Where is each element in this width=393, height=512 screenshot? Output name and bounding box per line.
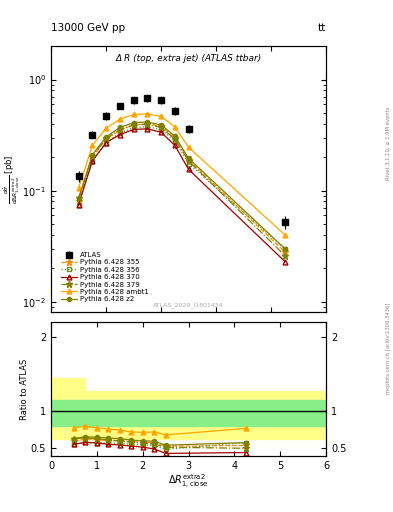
Pythia 6.428 370 [173, 142, 177, 148]
Line: Pythia 6.428 379: Pythia 6.428 379 [75, 121, 288, 259]
Pythia 6.428 z2 [76, 196, 81, 202]
Pythia 6.428 379 [118, 126, 122, 133]
Pythia 6.428 355 [90, 154, 95, 160]
X-axis label: $\Delta R_{1,\mathrm{close}}^{\mathrm{extra2}}$: $\Delta R_{1,\mathrm{close}}^{\mathrm{ex… [169, 473, 209, 492]
Pythia 6.428 370 [90, 158, 95, 164]
Pythia 6.428 z2 [104, 134, 108, 140]
Y-axis label: $\frac{d\hat{\sigma}}{d\Delta R_{1,\mathrm{close}}^{\mathrm{extra2}}}$ [pb]: $\frac{d\hat{\sigma}}{d\Delta R_{1,\math… [1, 155, 21, 204]
Pythia 6.428 355 [159, 123, 163, 130]
Text: Rivet 3.1.10, ≥ 1.9M events: Rivet 3.1.10, ≥ 1.9M events [386, 106, 391, 180]
Pythia 6.428 379 [90, 153, 95, 159]
Pythia 6.428 ambt1 [104, 125, 108, 131]
Pythia 6.428 379 [131, 122, 136, 128]
Line: Pythia 6.428 z2: Pythia 6.428 z2 [77, 120, 287, 251]
Y-axis label: Ratio to ATLAS: Ratio to ATLAS [20, 358, 29, 420]
Pythia 6.428 356 [159, 126, 163, 133]
Pythia 6.428 356 [76, 201, 81, 207]
Pythia 6.428 355 [186, 157, 191, 163]
Pythia 6.428 ambt1 [283, 232, 287, 238]
Pythia 6.428 z2 [186, 155, 191, 161]
Pythia 6.428 370 [159, 129, 163, 135]
Pythia 6.428 z2 [173, 133, 177, 139]
Pythia 6.428 370 [283, 259, 287, 265]
Pythia 6.428 ambt1 [131, 112, 136, 118]
Pythia 6.428 z2 [131, 119, 136, 125]
Pythia 6.428 379 [76, 196, 81, 202]
Pythia 6.428 ambt1 [90, 142, 95, 148]
Pythia 6.428 356 [131, 124, 136, 131]
Pythia 6.428 ambt1 [186, 144, 191, 151]
Text: Δ R (top, extra jet) (ATLAS ttbar): Δ R (top, extra jet) (ATLAS ttbar) [116, 54, 262, 63]
Pythia 6.428 355 [118, 127, 122, 133]
Pythia 6.428 379 [186, 158, 191, 164]
Text: tt: tt [318, 23, 326, 33]
Pythia 6.428 379 [145, 121, 150, 127]
Pythia 6.428 370 [118, 132, 122, 138]
Text: ATLAS_2020_I1801434: ATLAS_2020_I1801434 [153, 303, 224, 309]
Pythia 6.428 355 [104, 136, 108, 142]
Pythia 6.428 355 [145, 121, 150, 127]
Legend: ATLAS, Pythia 6.428 355, Pythia 6.428 356, Pythia 6.428 370, Pythia 6.428 379, P: ATLAS, Pythia 6.428 355, Pythia 6.428 35… [59, 249, 151, 305]
Pythia 6.428 z2 [159, 122, 163, 128]
Pythia 6.428 370 [186, 166, 191, 173]
Pythia 6.428 ambt1 [173, 124, 177, 130]
Pythia 6.428 356 [90, 158, 95, 164]
Pythia 6.428 z2 [145, 119, 150, 125]
Pythia 6.428 355 [131, 122, 136, 128]
Pythia 6.428 356 [186, 161, 191, 167]
Pythia 6.428 356 [283, 246, 287, 252]
Pythia 6.428 379 [173, 136, 177, 142]
Line: Pythia 6.428 ambt1: Pythia 6.428 ambt1 [76, 112, 287, 237]
Pythia 6.428 ambt1 [118, 116, 122, 122]
Pythia 6.428 356 [173, 138, 177, 144]
Pythia 6.428 379 [104, 135, 108, 141]
Line: Pythia 6.428 370: Pythia 6.428 370 [76, 126, 287, 264]
Pythia 6.428 z2 [118, 124, 122, 131]
Pythia 6.428 ambt1 [159, 113, 163, 119]
Pythia 6.428 355 [283, 249, 287, 255]
Pythia 6.428 379 [283, 252, 287, 259]
Pythia 6.428 z2 [283, 246, 287, 252]
Line: Pythia 6.428 356: Pythia 6.428 356 [76, 124, 287, 251]
Pythia 6.428 355 [173, 135, 177, 141]
Pythia 6.428 355 [76, 198, 81, 204]
Line: Pythia 6.428 355: Pythia 6.428 355 [75, 121, 288, 255]
Text: 13000 GeV pp: 13000 GeV pp [51, 23, 125, 33]
Pythia 6.428 356 [145, 124, 150, 130]
Pythia 6.428 z2 [90, 152, 95, 158]
Pythia 6.428 ambt1 [145, 111, 150, 117]
Pythia 6.428 370 [145, 126, 150, 132]
Pythia 6.428 370 [104, 140, 108, 146]
Pythia 6.428 379 [159, 124, 163, 131]
Text: mcplots.cern.ch [arXiv:1306.3436]: mcplots.cern.ch [arXiv:1306.3436] [386, 303, 391, 394]
Pythia 6.428 ambt1 [76, 185, 81, 191]
Pythia 6.428 356 [118, 130, 122, 136]
Pythia 6.428 356 [104, 140, 108, 146]
Pythia 6.428 370 [131, 126, 136, 133]
Pythia 6.428 370 [76, 201, 81, 207]
